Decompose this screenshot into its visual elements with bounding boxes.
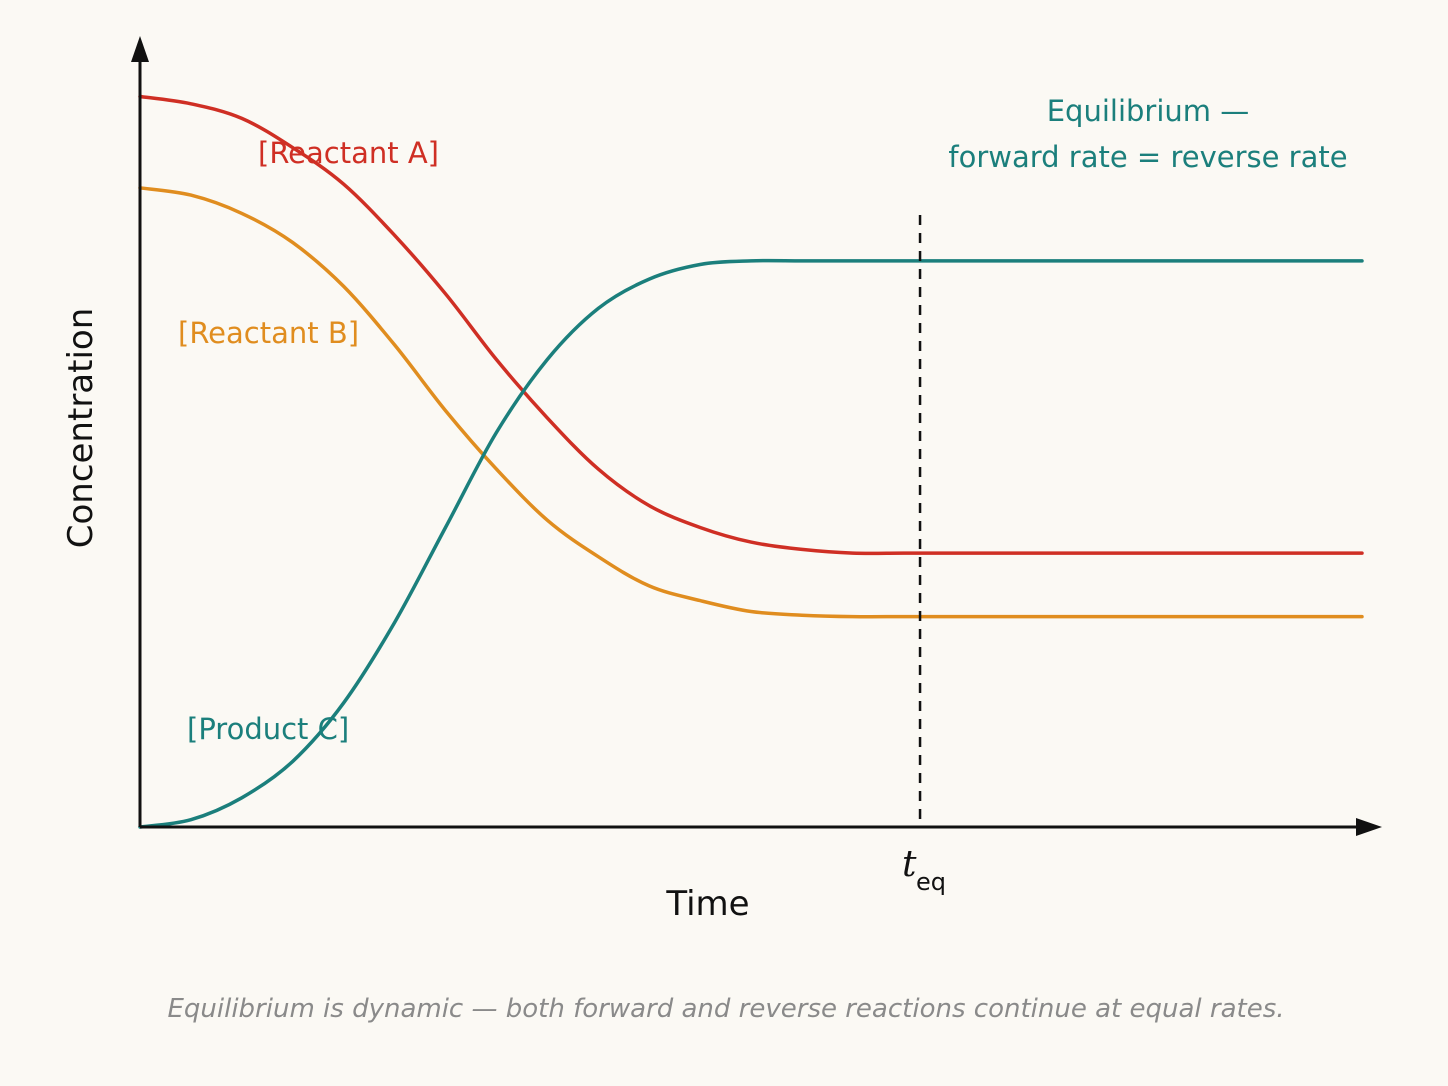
chart-caption: Equilibrium is dynamic — both forward an…: [167, 994, 1284, 1024]
teq-tick-label: t: [902, 844, 917, 885]
teq-tick-subscript: eq: [916, 868, 946, 896]
series-line-reactant-a: [138, 94, 1364, 556]
equilibrium-annotation-line-1: Equilibrium —: [1047, 94, 1250, 128]
y-axis-title: Concentration: [61, 308, 101, 549]
series-label-product-c: [Product C]: [187, 712, 349, 746]
y-axis-arrowhead: [131, 36, 149, 62]
x-axis-title: Time: [665, 884, 749, 924]
series-label-reactant-b: [Reactant B]: [178, 316, 359, 350]
series-layer: [138, 94, 1364, 829]
series-line-reactant-b: [138, 186, 1364, 619]
equilibrium-annotation-line-2: forward rate = reverse rate: [948, 140, 1347, 174]
series-line-product-c: [138, 258, 1364, 829]
x-axis-arrowhead: [1356, 818, 1382, 836]
series-label-reactant-a: [Reactant A]: [258, 136, 439, 170]
